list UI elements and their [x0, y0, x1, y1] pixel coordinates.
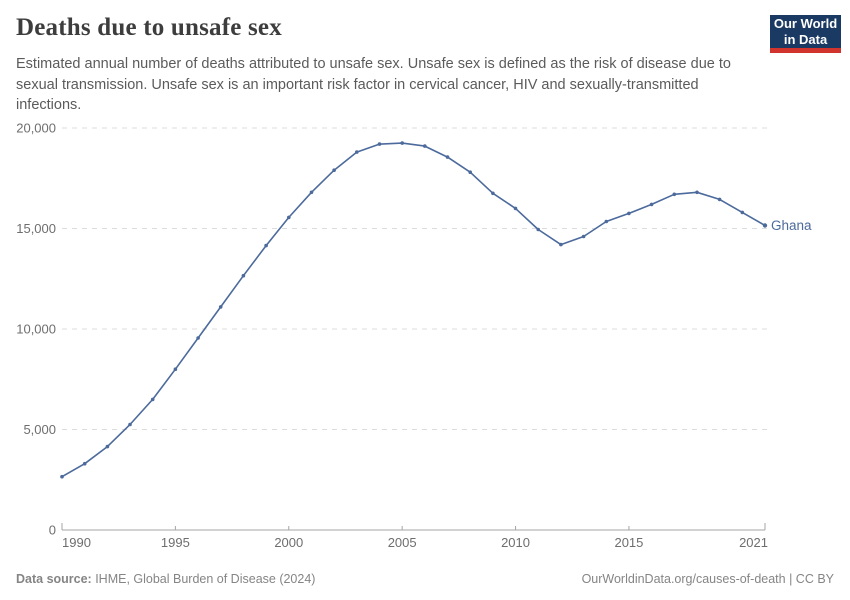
data-point[interactable]: [332, 168, 336, 172]
data-point[interactable]: [196, 336, 200, 340]
chart-footer: Data source: IHME, Global Burden of Dise…: [16, 572, 834, 586]
data-point[interactable]: [60, 474, 64, 479]
data-point[interactable]: [400, 141, 405, 145]
data-point[interactable]: [559, 242, 563, 247]
data-point[interactable]: [423, 144, 427, 148]
y-axis-tick-label: 15,000: [16, 221, 56, 236]
owid-logo-line2: in Data: [783, 31, 828, 47]
entity-label: Ghana: [771, 218, 812, 233]
data-point[interactable]: [762, 223, 768, 228]
data-point[interactable]: [218, 305, 223, 309]
x-axis-tick-label: 2005: [388, 535, 417, 550]
x-axis-tick-label: 2021: [739, 535, 768, 550]
data-point[interactable]: [309, 190, 314, 195]
y-axis-tick-label: 5,000: [23, 422, 56, 437]
data-point[interactable]: [536, 227, 540, 232]
owid-url-link[interactable]: OurWorldinData.org/causes-of-death | CC …: [581, 572, 834, 586]
data-point[interactable]: [128, 422, 132, 427]
data-point[interactable]: [377, 142, 382, 146]
data-point[interactable]: [105, 444, 110, 449]
chart-subtitle: Estimated annual number of deaths attrib…: [16, 56, 731, 114]
data-point[interactable]: [672, 192, 677, 197]
data-source: Data source: IHME, Global Burden of Dise…: [16, 572, 315, 586]
x-axis-tick-label: 2010: [501, 535, 530, 550]
data-point[interactable]: [287, 215, 291, 220]
data-source-label: Data source:: [16, 572, 92, 586]
data-point[interactable]: [649, 202, 654, 207]
owid-logo-line1: Our World: [773, 15, 838, 31]
data-source-text: IHME, Global Burden of Disease (2024): [91, 572, 316, 586]
x-axis-tick-label: 1995: [161, 535, 190, 550]
x-axis-tick-label: 1990: [62, 535, 91, 550]
y-axis-tick-label: 10,000: [16, 322, 56, 337]
data-point[interactable]: [445, 155, 450, 159]
owid-logo[interactable]: Our World in Data: [770, 15, 841, 53]
data-point[interactable]: [173, 367, 178, 372]
y-axis-tick-label: 20,000: [16, 121, 56, 136]
data-point[interactable]: [627, 211, 631, 216]
data-point[interactable]: [355, 150, 359, 154]
y-axis-tick-label: 0: [49, 523, 56, 538]
data-point[interactable]: [695, 190, 699, 195]
x-axis-tick-label: 2000: [274, 535, 303, 550]
x-axis-tick-label: 2015: [614, 535, 643, 550]
data-point[interactable]: [581, 234, 586, 239]
data-point[interactable]: [491, 191, 495, 196]
data-point[interactable]: [604, 219, 609, 224]
data-point[interactable]: [740, 210, 745, 215]
data-line[interactable]: [61, 142, 766, 478]
data-point[interactable]: [150, 397, 155, 402]
data-point[interactable]: [468, 170, 473, 174]
data-point[interactable]: [513, 206, 518, 211]
page-title: Deaths due to unsafe sex: [16, 14, 282, 41]
data-point[interactable]: [241, 273, 246, 278]
data-point[interactable]: [82, 461, 87, 466]
data-point[interactable]: [717, 197, 722, 202]
data-point[interactable]: [264, 243, 268, 248]
